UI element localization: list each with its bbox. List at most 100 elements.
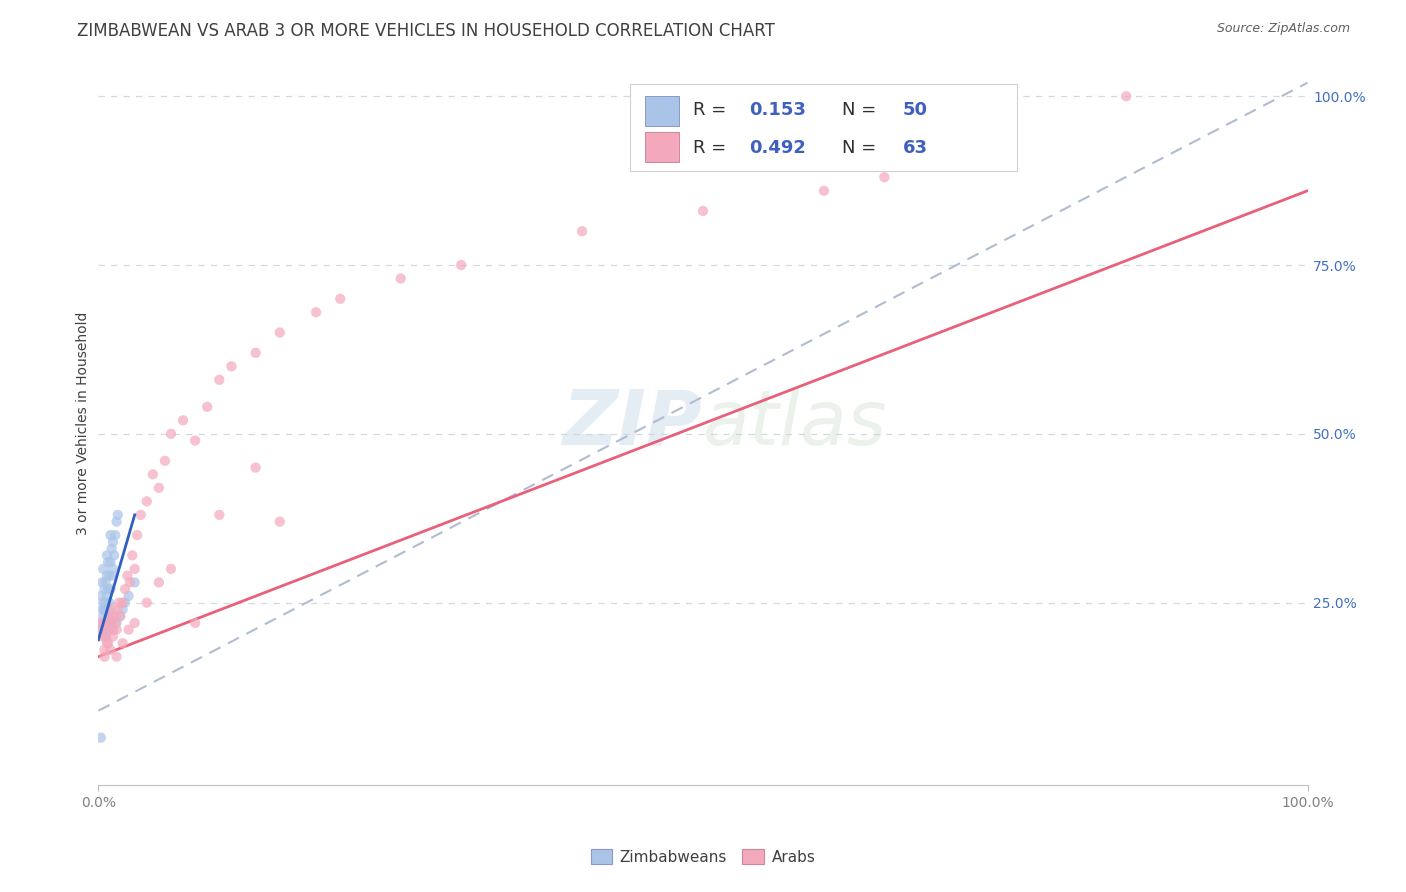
Point: [101, 562, 124, 576]
Point: [873, 170, 896, 185]
Point: [94, 615, 117, 630]
Point: [97, 602, 120, 616]
Point: [208, 373, 231, 387]
Point: [105, 515, 128, 529]
Point: [98, 615, 121, 630]
Point: [269, 326, 291, 340]
Point: [96, 615, 118, 630]
Point: [108, 596, 131, 610]
Text: 0.492: 0.492: [749, 138, 806, 157]
Point: [93, 643, 115, 657]
Point: [100, 602, 122, 616]
Point: [172, 413, 194, 427]
Point: [103, 609, 125, 624]
Point: [148, 481, 170, 495]
Point: [245, 346, 267, 360]
Point: [108, 609, 131, 624]
Point: [305, 305, 328, 319]
Point: [269, 515, 291, 529]
Point: [107, 508, 129, 522]
Point: [97, 636, 120, 650]
Bar: [645, 95, 679, 126]
Point: [153, 454, 176, 468]
Point: [135, 494, 157, 508]
Point: [94, 575, 117, 590]
Point: [100, 568, 122, 582]
Point: [124, 575, 146, 590]
Point: [813, 184, 835, 198]
Point: [93, 615, 115, 630]
Point: [96, 589, 118, 603]
Point: [111, 602, 134, 616]
Legend: Zimbabweans, Arabs: Zimbabweans, Arabs: [585, 843, 821, 871]
Point: [90, 615, 112, 630]
Point: [208, 508, 231, 522]
Point: [101, 623, 124, 637]
Point: [389, 271, 412, 285]
Point: [692, 204, 714, 219]
Point: [101, 623, 124, 637]
Point: [98, 609, 121, 624]
Point: [117, 568, 139, 582]
Text: R =: R =: [693, 138, 733, 157]
Point: [91, 609, 114, 624]
Point: [100, 643, 122, 657]
Point: [127, 528, 149, 542]
Point: [91, 623, 114, 637]
Point: [97, 623, 120, 637]
Point: [97, 555, 120, 569]
Point: [100, 582, 122, 596]
Point: [118, 623, 141, 637]
Text: ZIP: ZIP: [564, 387, 703, 460]
Point: [450, 258, 472, 272]
Text: R =: R =: [693, 101, 733, 120]
Point: [105, 649, 128, 664]
Point: [96, 549, 118, 563]
Point: [184, 434, 207, 448]
Point: [104, 528, 127, 542]
Point: [148, 575, 170, 590]
Point: [98, 596, 121, 610]
Point: [1115, 89, 1137, 103]
Point: [93, 623, 115, 637]
Point: [91, 602, 114, 616]
Text: 50: 50: [903, 101, 928, 120]
Point: [90, 615, 112, 630]
Point: [100, 555, 122, 569]
Point: [329, 292, 352, 306]
Point: [118, 575, 141, 590]
Point: [111, 636, 134, 650]
Point: [160, 426, 183, 441]
Point: [103, 549, 125, 563]
Point: [90, 589, 112, 603]
Text: N =: N =: [842, 138, 882, 157]
Text: Source: ZipAtlas.com: Source: ZipAtlas.com: [1216, 22, 1350, 36]
Point: [93, 602, 115, 616]
Point: [184, 615, 207, 630]
Point: [221, 359, 243, 374]
Point: [91, 623, 114, 637]
Point: [93, 649, 115, 664]
Point: [100, 541, 122, 556]
Text: 63: 63: [903, 138, 928, 157]
Point: [101, 629, 124, 643]
Point: [97, 609, 120, 624]
Point: [94, 629, 117, 643]
Point: [90, 731, 112, 745]
Point: [93, 582, 115, 596]
Point: [142, 467, 165, 482]
Point: [91, 562, 114, 576]
Point: [107, 602, 129, 616]
Text: atlas: atlas: [703, 387, 887, 460]
Point: [94, 596, 117, 610]
Point: [100, 609, 122, 624]
FancyBboxPatch shape: [630, 84, 1018, 171]
Y-axis label: 3 or more Vehicles in Household: 3 or more Vehicles in Household: [76, 312, 90, 535]
Point: [97, 582, 120, 596]
Point: [135, 596, 157, 610]
Point: [195, 400, 218, 414]
Point: [571, 224, 593, 238]
Point: [104, 615, 127, 630]
Point: [96, 568, 118, 582]
Point: [124, 615, 146, 630]
